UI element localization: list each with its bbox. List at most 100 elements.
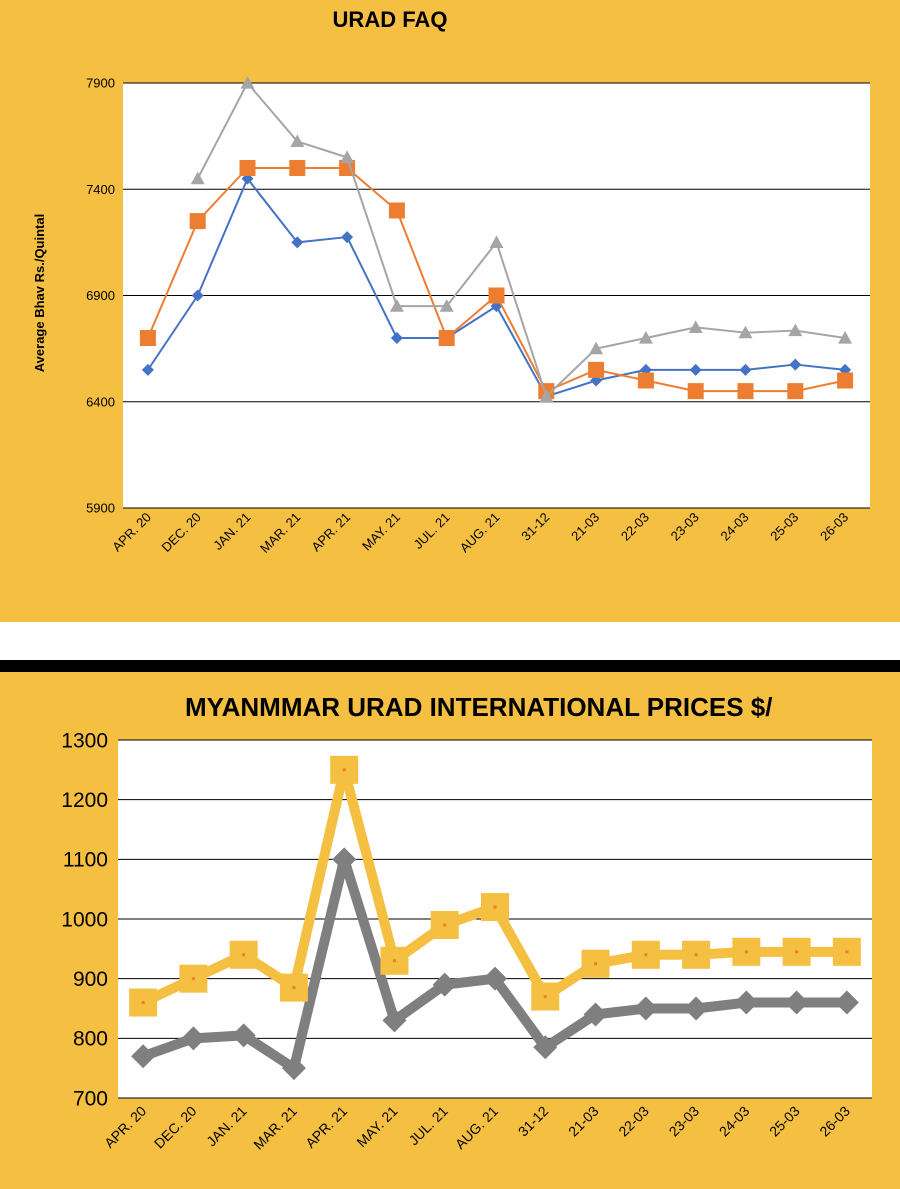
diamond-point (181, 1026, 206, 1051)
square-point (388, 202, 405, 219)
x-tick-label: AUG. 21 (457, 510, 503, 556)
diamond-point (141, 363, 154, 376)
y-tick-label: 700 (73, 1087, 108, 1110)
diamond-point (734, 990, 759, 1015)
point-center (795, 950, 799, 954)
y-tick-label: 7900 (86, 76, 115, 91)
point-center (392, 959, 396, 963)
y-tick-label: 5900 (86, 501, 115, 516)
diamond-point (281, 1056, 306, 1081)
square-point (737, 383, 754, 400)
y-tick-label: 1200 (61, 789, 108, 812)
x-tick-label: AUG. 21 (452, 1103, 501, 1152)
triangle-point (389, 299, 404, 312)
top-series-group (139, 76, 854, 403)
diamond-point (834, 990, 859, 1015)
x-tick-label: 22-03 (615, 1103, 652, 1140)
x-tick-label: MAR. 21 (257, 510, 303, 556)
triangle-point (638, 331, 653, 344)
diamond-point (689, 363, 702, 376)
top-chart-title: URAD FAQ (333, 7, 448, 32)
diamond-point (789, 358, 802, 371)
point-center (191, 977, 195, 981)
diamond-point (390, 332, 403, 344)
square-point (139, 330, 156, 346)
diamond-point (291, 236, 304, 249)
square-point (438, 330, 455, 346)
myanmar-prices-chart: 700 800 900 1000 1100 1200 1300 APR. 20 DEC. 20… (61, 692, 872, 1153)
point-center (744, 950, 748, 954)
triangle-point (340, 150, 355, 163)
bottom-y-tick-labels: 700 800 900 1000 1100 1200 1300 (61, 729, 108, 1110)
x-tick-label: 24-03 (716, 1103, 753, 1140)
x-tick-label: MAY. 21 (353, 1103, 400, 1150)
bottom-x-tick-labels: APR. 20 DEC. 20 JAN. 21 MAR. 21 APR. 21 MAY. … (101, 1103, 853, 1153)
diamond-point (784, 990, 809, 1015)
square-point (687, 383, 704, 400)
diamond-point (382, 1008, 407, 1033)
diamond-point (483, 966, 507, 991)
x-tick-label: 26-03 (817, 510, 851, 544)
point-center (342, 768, 346, 772)
square-point (289, 160, 306, 176)
diamond-point (684, 996, 709, 1021)
point-center (594, 962, 598, 966)
triangle-point (489, 235, 504, 248)
triangle-point (788, 323, 803, 337)
x-tick-label: 26-03 (816, 1103, 853, 1140)
triangle-point (290, 134, 305, 148)
y-tick-label: 1000 (61, 908, 108, 931)
x-tick-label: JAN. 21 (203, 1103, 250, 1150)
square-point (488, 287, 505, 304)
point-center (845, 950, 849, 954)
triangle-point (838, 331, 853, 344)
x-tick-label: 25-03 (767, 510, 801, 544)
x-tick-label: 31-12 (515, 1103, 552, 1140)
x-tick-label: JAN. 21 (210, 510, 253, 553)
square-point (588, 361, 605, 378)
y-tick-label: 1300 (61, 729, 108, 752)
triangle-point (240, 76, 255, 89)
point-center (141, 1001, 145, 1005)
x-tick-label: 31-12 (518, 510, 552, 544)
x-tick-label: APR. 20 (101, 1103, 149, 1151)
diamond-point (583, 1002, 608, 1027)
diamond-point (191, 289, 204, 302)
triangle-point (738, 325, 753, 339)
top-x-tick-labels: APR. 20 DEC. 20 JAN. 21 MAR. 21 APR. 21 MAY. … (109, 510, 851, 556)
square-point (787, 383, 804, 400)
x-tick-label: JUL. 21 (405, 1103, 451, 1149)
series-line (196, 82, 846, 398)
y-tick-label: 6900 (86, 288, 115, 303)
y-tick-label: 6400 (86, 394, 115, 409)
x-tick-label: MAY. 21 (359, 510, 403, 554)
x-tick-label: DEC. 20 (158, 510, 203, 555)
x-tick-label: 22-03 (618, 510, 652, 544)
bottom-chart-title: MYANMMAR URAD INTERNATIONAL PRICES $/ (185, 692, 772, 722)
triangle-point (539, 389, 554, 403)
diamond-point (131, 1044, 156, 1069)
point-center (493, 905, 497, 909)
diamond-point (533, 1035, 558, 1060)
x-tick-label: DEC. 20 (151, 1103, 200, 1152)
top-y-tick-labels: 5900 6400 6900 7400 7900 (86, 76, 115, 516)
urad-faq-chart: 5900 6400 6900 7400 7900 APR. 20 DEC. 20 JAN. … (32, 7, 870, 556)
square-point (189, 213, 206, 230)
point-center (644, 953, 648, 957)
square-point (837, 372, 854, 389)
diamond-point (332, 847, 357, 872)
diamond-point (341, 231, 354, 244)
series-square (129, 755, 861, 1017)
square-point (637, 372, 654, 389)
point-center (694, 953, 698, 957)
x-tick-label: MAR. 21 (250, 1103, 300, 1153)
divider-bar (0, 660, 900, 672)
top-y-axis-label: Average Bhav Rs./Quintal (32, 214, 47, 372)
series-triangle (190, 76, 853, 403)
bottom-series-group (129, 755, 861, 1081)
point-center (443, 923, 447, 927)
x-tick-label: APR. 21 (308, 510, 353, 555)
square-point (239, 160, 256, 176)
x-tick-label: 23-03 (668, 510, 702, 544)
